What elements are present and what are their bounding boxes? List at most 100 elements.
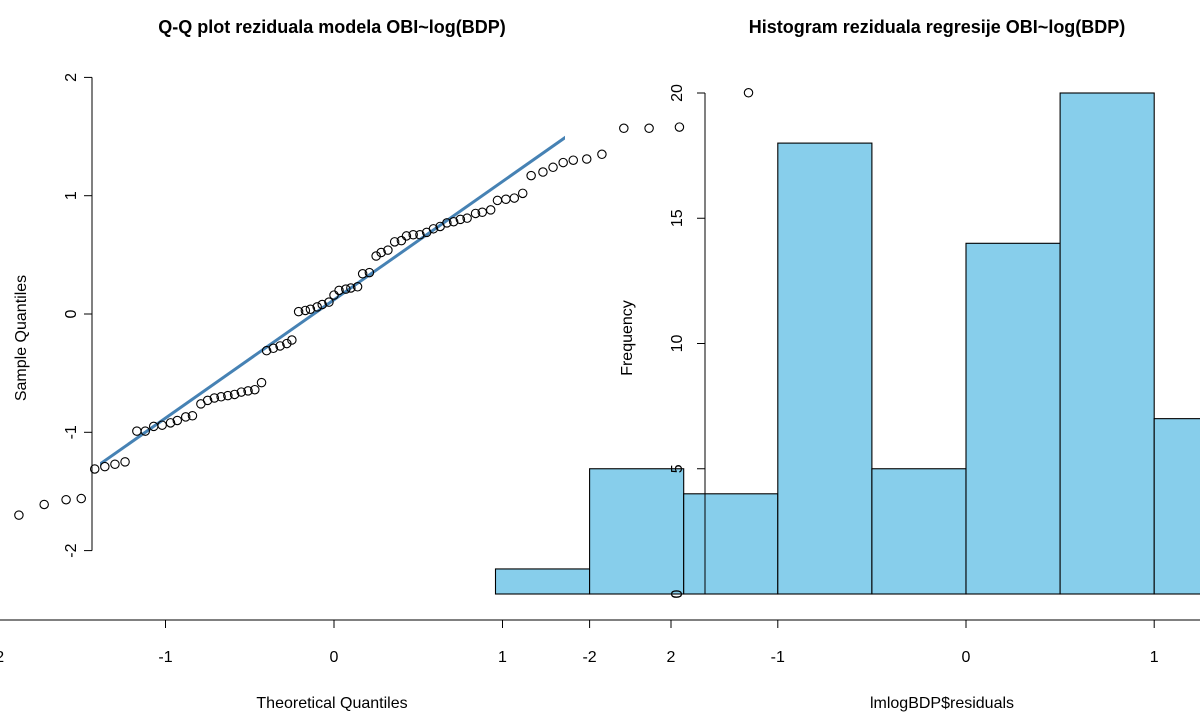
histogram-bar [494,568,591,595]
qq-point [376,247,386,258]
qq-point [581,154,592,164]
qq-point [209,393,220,403]
qq-point [477,207,488,218]
qq-point [352,282,363,292]
qq-point [202,395,213,406]
qq-plot-title: Q-Q plot reziduala modela OBI~log(BDP) [158,17,506,37]
qq-point [674,122,685,132]
histogram-bar [589,468,685,595]
qq-point [455,214,466,225]
histogram-bar [1059,92,1155,595]
qq-point [236,387,247,397]
qq-point [509,193,520,203]
qq-axes: -2 -1 0 1 2 -2 -1 0 1 2 [0,73,676,666]
histogram-x-tick-label: -2 [582,649,596,666]
qq-x-axis-label: Theoretical Quantiles [256,695,407,712]
qq-plot-panel: Q-Q plot reziduala modela OBI~log(BDP) T… [0,17,754,712]
qq-point [282,338,292,349]
qq-point [89,464,100,474]
histogram-bar [777,142,873,595]
qq-point [268,343,279,354]
qq-point [287,335,297,345]
qq-point [558,157,568,168]
qq-point [300,305,311,316]
qq-point [341,284,351,294]
qq-y-tick-label: 2 [63,73,80,82]
qq-point [364,267,375,278]
qq-point [442,218,452,228]
qq-point [76,493,87,504]
qq-points [14,88,754,520]
qq-point [526,170,536,181]
qq-point [470,208,481,219]
histogram-axes: -2-101205101520 [582,84,1200,666]
qq-y-tick-label: 0 [63,309,80,318]
qq-point [39,499,49,510]
qq-point [329,290,339,300]
qq-point [120,457,130,467]
qq-point [14,510,24,520]
qq-point [312,302,322,312]
qq-point [305,304,316,315]
histogram-bar [965,242,1061,595]
qq-point [180,412,191,422]
qq-point [389,237,400,247]
qq-point [293,306,304,317]
qq-point [261,345,272,356]
qq-point [548,162,558,173]
qq-point [317,299,327,310]
qq-point [223,390,233,401]
qq-point [256,377,267,388]
qq-x-tick-label: 0 [330,649,339,666]
histogram-x-tick-label: -1 [771,649,785,666]
histogram-y-tick-label: 10 [669,335,686,353]
qq-point [743,88,754,98]
qq-point [383,245,393,255]
histogram-x-tick-label: 1 [1150,649,1159,666]
qq-point [187,410,198,421]
qq-point [428,224,439,234]
qq-point [371,251,381,261]
histogram-y-tick-label: 20 [669,84,686,102]
qq-point [110,459,120,469]
qq-point [462,213,472,223]
qq-point [334,285,344,296]
qq-point [275,341,285,351]
qq-point [485,205,496,215]
qq-point [346,283,356,293]
histogram-bar [683,493,779,595]
qq-point [324,297,334,307]
qq-point [172,415,183,426]
qq-point [132,426,142,436]
qq-point [619,123,629,134]
qq-point [538,167,548,177]
qq-y-tick-label: -1 [63,425,80,439]
qq-x-tick-label: 1 [498,649,507,666]
histogram-panel: Histogram reziduala regresije OBI~log(BD… [494,17,1200,712]
qq-point [396,235,407,246]
histogram-x-axis-label: lmlogBDP$residuals [870,695,1014,712]
qq-point [243,386,253,396]
qq-point [250,384,260,395]
histogram-y-tick-label: 15 [669,209,686,227]
qq-x-tick-label: -1 [158,649,172,666]
qq-point [517,188,528,199]
histogram-y-tick-label: 0 [669,589,686,598]
histogram-x-tick-label: 0 [962,649,971,666]
qq-point [448,216,459,227]
qq-point [415,229,425,240]
qq-x-tick-label: -2 [0,649,4,666]
histogram-y-tick-label: 5 [669,464,686,473]
histogram-title: Histogram reziduala regresije OBI~log(BD… [749,17,1126,37]
qq-point [568,155,579,165]
qq-point [100,461,110,472]
qq-point [492,195,503,206]
qq-point [140,426,151,436]
histogram-bar [871,468,967,595]
qq-point [229,389,240,400]
qq-point [165,418,176,428]
qq-point [216,392,226,402]
qq-y-axis-label: Sample Quantiles [13,275,30,401]
qq-y-tick-label: 1 [63,191,80,200]
